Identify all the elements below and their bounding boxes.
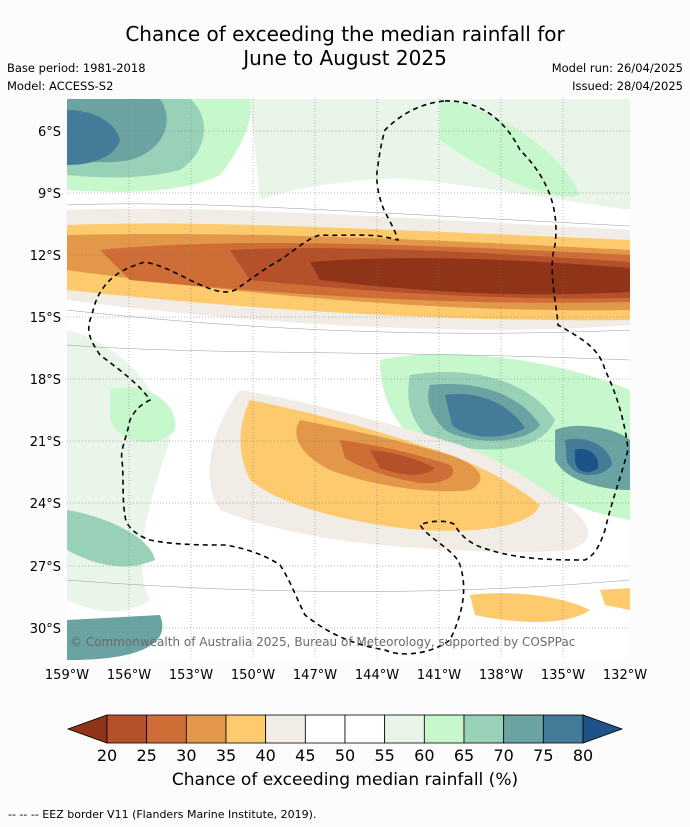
base-period: Base period: 1981-2018 — [7, 61, 146, 75]
lon-label: 153°W — [169, 668, 213, 683]
wet-patch-bottom-left — [67, 615, 163, 660]
colorbar-tick-label: 50 — [335, 746, 355, 765]
lon-label: 132°W — [603, 668, 647, 683]
dry-region-south-25 — [370, 450, 435, 475]
colorbar-swatch — [225, 714, 267, 744]
colorbar: 20 25 30 35 40 45 50 55 60 65 70 75 80 — [66, 714, 624, 765]
dry-patch-southeast — [470, 593, 590, 622]
lat-label: 24°S — [30, 497, 61, 512]
colorbar-tick-label: 75 — [533, 746, 553, 765]
lat-label: 12°S — [30, 249, 61, 264]
lon-label: 141°W — [417, 668, 461, 683]
colorbar-label: Chance of exceeding median rainfall (%) — [171, 770, 519, 790]
colorbar-extend-high — [582, 714, 624, 744]
lat-labels: 6°S 9°S 12°S 15°S 18°S 21°S 24°S 27°S 30… — [30, 125, 61, 637]
lat-label: 9°S — [38, 187, 61, 202]
colorbar-tick-label: 70 — [493, 746, 513, 765]
contour-line — [67, 203, 630, 227]
wet-patch-southwest — [67, 510, 155, 567]
copyright-notice: © Commonwealth of Australia 2025, Bureau… — [70, 635, 575, 649]
lon-label: 135°W — [541, 668, 585, 683]
colorbar-tick-label: 20 — [97, 746, 117, 765]
lon-label: 138°W — [479, 668, 523, 683]
model-name: Model: ACCESS-S2 — [7, 79, 114, 93]
wet-patch-west — [110, 387, 176, 443]
colorbar-tick-label: 35 — [216, 746, 236, 765]
wet-patch-northeast — [440, 99, 580, 197]
colorbar-extend-low — [66, 714, 108, 744]
contour-line — [67, 309, 630, 334]
lat-label: 15°S — [30, 311, 61, 326]
lon-label: 150°W — [231, 668, 275, 683]
colorbar-tick-label: 65 — [454, 746, 474, 765]
colorbar-swatch — [106, 714, 148, 744]
lat-label: 6°S — [38, 125, 61, 140]
colorbar-swatch — [146, 714, 187, 744]
colorbar-swatch — [542, 714, 584, 744]
wet-region-north-80 — [67, 110, 120, 165]
lat-label: 18°S — [30, 373, 61, 388]
colorbar-swatch — [185, 714, 227, 744]
lon-labels: 159°W 156°W 153°W 150°W 147°W 144°W 141°… — [45, 668, 647, 683]
dry-band-20 — [310, 258, 630, 295]
wet-patch-east-darkest — [575, 449, 599, 473]
colorbar-swatch — [503, 714, 544, 744]
contour-lines — [67, 203, 630, 592]
footer-note: -- -- -- EEZ border V11 (Flanders Marine… — [8, 808, 317, 821]
lon-label: 144°W — [355, 668, 399, 683]
lon-label: 156°W — [107, 668, 151, 683]
rainfall-field — [67, 99, 630, 660]
lat-label: 27°S — [30, 560, 61, 575]
colorbar-swatch — [304, 714, 346, 744]
lat-label: 30°S — [30, 622, 61, 637]
colorbar-tick-label: 25 — [136, 746, 156, 765]
map-title: Chance of exceeding the median rainfall … — [0, 22, 690, 70]
issued-date: Issued: 28/04/2025 — [572, 79, 683, 93]
colorbar-tick-label: 60 — [414, 746, 434, 765]
graticule — [67, 99, 630, 660]
dry-patch-east-edge — [600, 588, 630, 610]
colorbar-tick-label: 55 — [374, 746, 394, 765]
lon-label: 159°W — [45, 668, 89, 683]
meta-right: Model run: 26/04/2025 Issued: 28/04/2025 — [552, 59, 683, 95]
colorbar-tick-label: 80 — [573, 746, 593, 765]
lat-label: 21°S — [30, 435, 61, 450]
colorbar-swatch — [463, 714, 505, 744]
colorbar-swatch — [384, 714, 425, 744]
wet-region-southeast-80 — [445, 394, 525, 437]
title-line-2: June to August 2025 — [243, 46, 447, 70]
meta-left: Base period: 1981-2018 Model: ACCESS-S2 — [7, 59, 146, 95]
colorbar-tick-label: 30 — [176, 746, 196, 765]
colorbar-swatch — [423, 714, 465, 744]
model-run: Model run: 26/04/2025 — [551, 61, 683, 75]
colorbar-tick-label: 40 — [255, 746, 275, 765]
contour-line — [67, 344, 630, 361]
contour-line — [67, 579, 630, 592]
colorbar-tick-label: 45 — [295, 746, 315, 765]
title-line-1: Chance of exceeding the median rainfall … — [125, 22, 565, 46]
colorbar-swatch — [265, 714, 306, 744]
lon-label: 147°W — [293, 668, 337, 683]
colorbar-swatch — [344, 714, 386, 744]
